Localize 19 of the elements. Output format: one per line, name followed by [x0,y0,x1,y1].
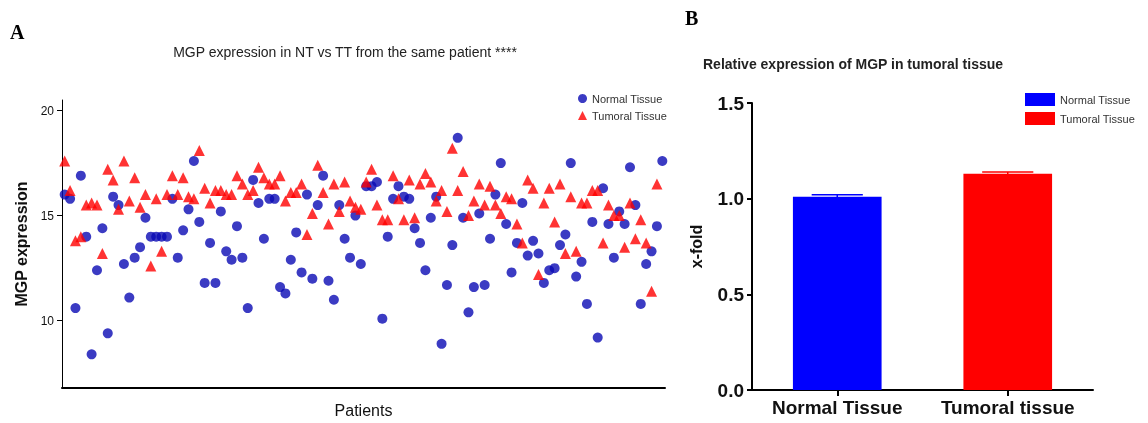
y-axis-title: MGP expression [13,181,31,307]
text: B [685,7,699,29]
chart-title: Relative expression of MGP in tumoral tissue [703,56,1004,72]
y-tick-label: 1.0 [717,188,744,210]
legend-label: Normal Tissue [592,92,663,105]
y-tick-label: 10 [40,313,55,328]
y-tick-label: 15 [40,208,55,223]
legend-label: Tumoral Tissue [592,109,667,122]
y-tick-label: 0.5 [717,283,745,305]
legend-label: Tumoral Tissue [1060,112,1135,125]
x-axis-title: Patients [334,401,393,419]
y-axis-title: x-fold [687,224,705,269]
y-tick-label: 1.5 [717,92,745,114]
y-tick-label: 20 [40,103,55,118]
legend-label: Normal Tissue [1060,93,1131,106]
chart-title: MGP expression in NT vs TT from the same patient **** [173,44,518,60]
text: A [10,21,25,43]
x-tick-label: Tumoral tissue [940,397,1075,418]
y-tick-label: 0.0 [717,379,744,401]
